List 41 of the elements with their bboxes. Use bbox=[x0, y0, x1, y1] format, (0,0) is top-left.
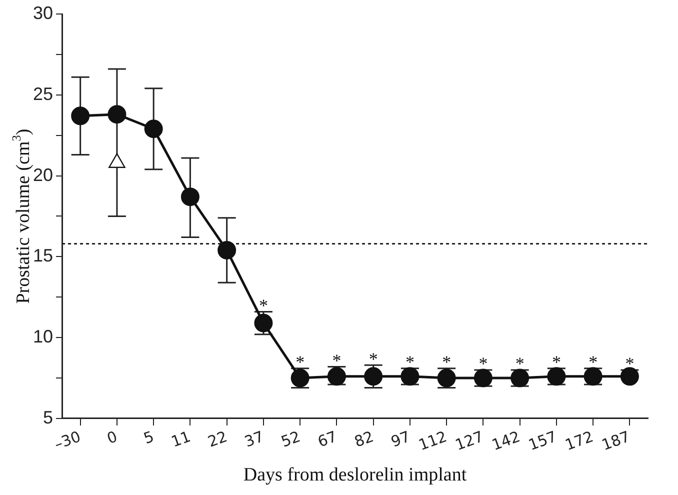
annotation: * bbox=[258, 295, 268, 316]
point bbox=[180, 188, 200, 206]
x-tick-label: 0 bbox=[104, 427, 120, 448]
point bbox=[71, 106, 90, 126]
annotation: * bbox=[588, 352, 598, 372]
x-tick-label: 142 bbox=[489, 427, 523, 454]
x-tick-label: 82 bbox=[352, 427, 376, 451]
x-tick-label: 157 bbox=[526, 427, 560, 454]
point bbox=[218, 240, 236, 260]
y-tick-label: 10 bbox=[32, 326, 54, 347]
annotation: * bbox=[332, 350, 342, 370]
annotation: * bbox=[442, 352, 452, 372]
point bbox=[620, 367, 639, 386]
x-axis-title: Days from deslorelin implant bbox=[243, 464, 468, 486]
point bbox=[108, 105, 126, 124]
x-tick-label: 11 bbox=[168, 427, 193, 451]
x-tick-label: 37 bbox=[242, 427, 266, 451]
x-tick-label: 112 bbox=[416, 427, 450, 454]
annotation: * bbox=[552, 352, 561, 372]
y-tick-label: 20 bbox=[32, 164, 54, 185]
y-tick-label: 5 bbox=[43, 407, 54, 428]
x-tick-label: 22 bbox=[205, 427, 230, 451]
x-tick-label: 52 bbox=[278, 427, 303, 451]
x-tick-label: –30 bbox=[52, 427, 84, 454]
x-tick-label: 127 bbox=[452, 427, 486, 454]
x-tick-label: 5 bbox=[141, 427, 156, 448]
y-tick-label: 25 bbox=[32, 84, 54, 104]
x-tick-label: 187 bbox=[599, 427, 632, 454]
y-tick-label: 30 bbox=[32, 2, 54, 23]
x-tick-label: 97 bbox=[388, 427, 413, 451]
point bbox=[144, 120, 163, 138]
x-tick-label: 67 bbox=[315, 427, 340, 451]
y-axis-title: Prostatic volume (cm3) bbox=[10, 128, 34, 304]
x-tick-label: 172 bbox=[562, 427, 596, 454]
annotation: * bbox=[296, 352, 305, 372]
annotation: * bbox=[625, 354, 634, 374]
annotation: * bbox=[515, 354, 524, 374]
y-tick-label: 15 bbox=[32, 246, 54, 266]
annotation: * bbox=[405, 352, 414, 372]
annotation: * bbox=[368, 348, 378, 369]
annotation: * bbox=[478, 354, 488, 374]
